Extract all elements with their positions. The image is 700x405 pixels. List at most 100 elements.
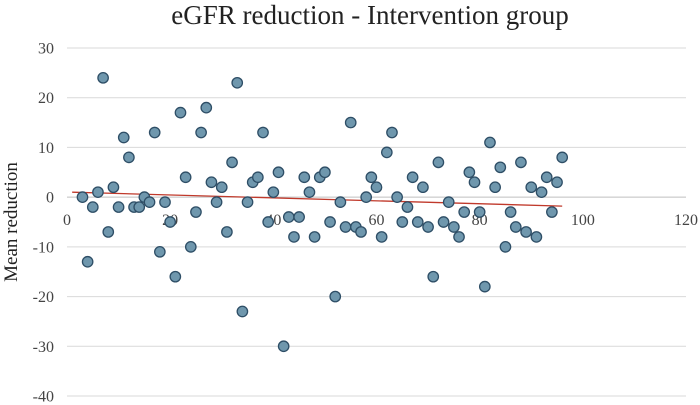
x-tick-label: 80 — [472, 212, 488, 229]
data-point — [530, 231, 543, 243]
data-point — [391, 191, 403, 203]
data-point — [272, 166, 285, 179]
data-point — [360, 191, 373, 203]
data-point — [303, 186, 316, 199]
data-point — [262, 216, 275, 228]
data-point — [164, 216, 177, 228]
data-point — [282, 211, 295, 223]
data-point — [370, 181, 383, 194]
data-point — [380, 146, 393, 159]
data-point — [489, 181, 501, 194]
data-point — [221, 226, 233, 238]
data-point — [184, 241, 197, 253]
data-point — [107, 181, 120, 194]
data-point — [442, 196, 455, 208]
y-tick-label: 20 — [38, 90, 54, 107]
data-point — [386, 126, 398, 139]
y-tick-label: -10 — [33, 239, 54, 256]
y-tick-label: 30 — [38, 41, 54, 58]
data-point — [556, 151, 569, 164]
data-point — [448, 221, 460, 233]
data-point — [422, 221, 434, 233]
data-point — [159, 196, 171, 208]
data-point — [509, 221, 522, 233]
x-tick-label: 100 — [571, 212, 595, 229]
data-point — [123, 151, 135, 164]
data-point — [277, 340, 290, 353]
data-point — [298, 171, 311, 184]
data-point — [319, 166, 331, 179]
data-point — [411, 216, 424, 228]
gridlines — [67, 47, 686, 397]
data-point — [231, 76, 244, 89]
data-point — [148, 126, 161, 139]
data-point — [504, 206, 517, 218]
y-tick-label: 0 — [46, 190, 54, 207]
data-point — [215, 181, 228, 194]
data-point — [179, 171, 192, 184]
data-point — [267, 186, 280, 199]
data-point — [143, 196, 156, 208]
data-point — [117, 131, 130, 144]
data-point — [417, 181, 429, 194]
data-point — [499, 241, 512, 253]
data-point — [76, 191, 89, 203]
data-point — [97, 71, 109, 84]
data-point — [375, 231, 388, 243]
data-point — [329, 290, 342, 303]
y-tick-label: -30 — [33, 339, 54, 356]
data-point — [200, 101, 213, 114]
trendline-layer — [72, 191, 563, 207]
data-point — [344, 116, 357, 129]
data-point — [210, 196, 223, 208]
y-tick-label: -20 — [33, 289, 54, 306]
data-point — [473, 206, 486, 218]
data-point — [205, 176, 218, 189]
data-point — [169, 270, 182, 283]
data-point — [339, 221, 352, 233]
data-point — [252, 171, 264, 184]
data-point — [112, 201, 125, 213]
data-point — [241, 196, 254, 208]
x-tick-labels: 020406080100120 — [63, 212, 698, 229]
data-point — [257, 126, 269, 139]
y-tick-label: 10 — [38, 140, 54, 157]
data-point — [190, 206, 202, 218]
data-point — [484, 136, 496, 149]
data-point — [154, 245, 166, 258]
data-point — [540, 171, 553, 184]
x-tick-label: 120 — [674, 212, 698, 229]
data-point — [324, 216, 336, 228]
chart-title: eGFR reduction - Intervention group — [171, 0, 568, 30]
data-point — [437, 216, 450, 228]
data-point — [406, 171, 419, 184]
data-point — [535, 186, 548, 199]
trendline — [72, 191, 563, 207]
data-point — [525, 181, 538, 194]
data-point — [453, 231, 465, 243]
data-point — [133, 201, 146, 213]
data-point — [546, 206, 558, 218]
data-point — [226, 156, 238, 169]
y-axis-label: Mean reduction — [1, 162, 22, 282]
data-point — [102, 226, 115, 238]
data-point — [458, 206, 471, 218]
x-tick-label: 60 — [369, 212, 385, 229]
y-tick-label: -40 — [33, 389, 54, 405]
data-point — [515, 156, 527, 169]
data-points — [76, 71, 569, 353]
y-tick-labels: 30 20 10 0 -10 -20 -30 -40 — [33, 41, 54, 405]
data-point — [396, 216, 409, 228]
data-point — [427, 270, 440, 283]
data-point — [432, 156, 445, 169]
data-point — [195, 126, 207, 139]
data-point — [401, 201, 414, 213]
data-point — [365, 171, 378, 184]
data-point — [494, 161, 507, 174]
data-point — [174, 106, 187, 119]
data-point — [293, 211, 305, 223]
x-tick-label: 0 — [63, 212, 71, 229]
data-point — [478, 280, 491, 293]
